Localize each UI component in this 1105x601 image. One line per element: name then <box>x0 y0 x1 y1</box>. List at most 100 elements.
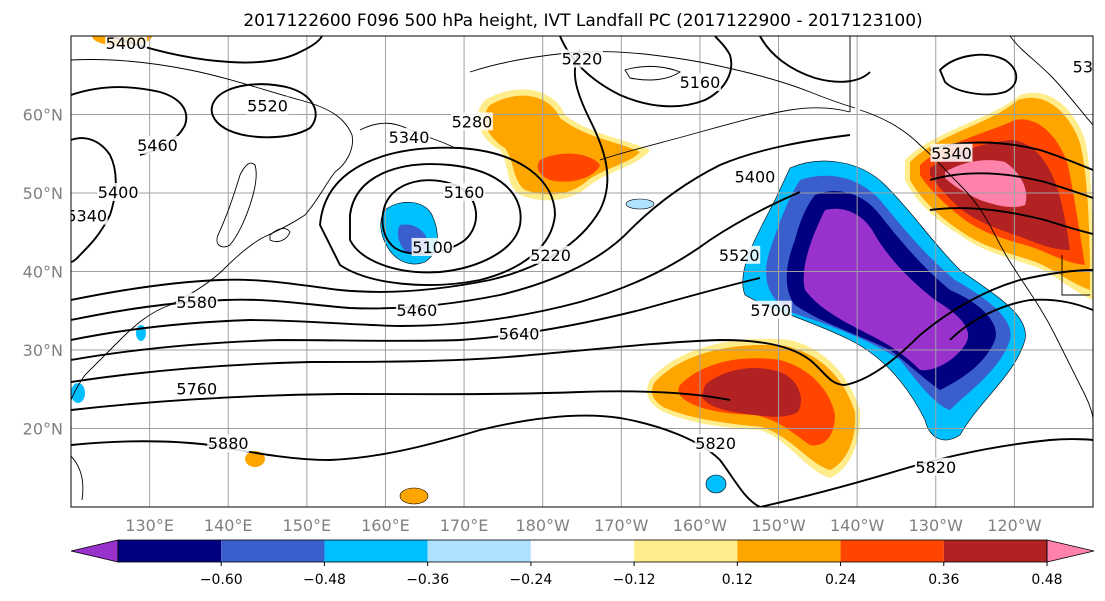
lon-tick-label: 130°E <box>125 516 174 535</box>
contour-label-bg <box>246 96 289 115</box>
contour-label-bg <box>97 183 140 201</box>
contour-label: 5640 <box>499 324 540 343</box>
map-border <box>70 35 1094 508</box>
colorbar-tick-label: −0.12 <box>613 572 656 588</box>
colorbar-swatch <box>634 540 738 562</box>
contour-label: 5700 <box>750 301 791 320</box>
ivt-small-region <box>399 487 429 505</box>
colorbar-extend-high <box>1046 539 1095 563</box>
lon-tick-label: 150°E <box>283 516 332 535</box>
lat-tick-label: 40°N <box>23 263 63 282</box>
lon-tick-label: 130°W <box>909 516 964 535</box>
contour-label-bg <box>529 245 572 264</box>
colorbar-swatch <box>118 540 222 562</box>
colorbar-tick-label: 0.12 <box>722 572 753 588</box>
ivt-positive-region <box>702 368 801 417</box>
colorbar-tick-label: −0.36 <box>406 572 449 588</box>
lon-tick-label: 140°W <box>830 516 885 535</box>
contour-label: 5880 <box>208 434 249 453</box>
contour-label-bg <box>914 457 957 476</box>
contour-label-bg <box>1072 57 1093 76</box>
lon-tick-label: 150°W <box>751 516 806 535</box>
colorbar-tick-label: 0.36 <box>928 572 959 588</box>
contour-label: 5340 <box>931 144 972 163</box>
ivt-positive-region <box>537 153 600 182</box>
contour-label-bg <box>498 324 541 343</box>
colorbar-tick-label: 0.24 <box>825 572 856 588</box>
contour-label-bg <box>207 434 250 453</box>
contour-label-bg <box>411 237 454 256</box>
colorbar-swatch <box>840 540 944 562</box>
contour-label-bg <box>718 245 761 264</box>
contour-label-bg <box>443 183 486 201</box>
contour-label: 5520 <box>247 97 288 116</box>
lon-tick-label: 160°W <box>673 516 728 535</box>
colorbar-tick-label: −0.24 <box>509 572 552 588</box>
contour-label-bg <box>749 300 792 319</box>
contour-label: 5220 <box>530 246 571 265</box>
contour-label: 5340 <box>389 128 430 147</box>
contour-label-bg <box>105 36 148 52</box>
colorbar-swatch <box>427 540 531 562</box>
contour-label: 5100 <box>412 238 453 257</box>
colorbar-tick-label: 0.48 <box>1031 572 1062 588</box>
axis-tick-labels: 130°E 140°E 150°E 160°E 170°E 180°W 170°W 160°W… <box>23 106 1042 536</box>
contour-label-bg <box>388 128 431 147</box>
contour-label-bg <box>733 167 776 186</box>
contour-label: 5160 <box>680 73 721 92</box>
contour-label-bg <box>694 434 737 453</box>
lon-tick-label: 120°W <box>987 516 1042 535</box>
colorbar-tick-label: −0.60 <box>200 572 243 588</box>
contour-label: 5760 <box>176 379 217 398</box>
contour-labels: 5400 5520 5460 5400 5340 5340 5280 5220 5160 5160… <box>66 34 1105 477</box>
contour-label: 5340 <box>1073 57 1105 76</box>
lat-tick-label: 30°N <box>23 341 63 360</box>
contour-label: 5280 <box>452 112 493 131</box>
contour-label: 5460 <box>137 136 178 155</box>
lat-tick-label: 60°N <box>23 106 63 125</box>
contour-label-bg <box>678 73 721 92</box>
contour-label: 5580 <box>176 293 217 312</box>
contour-label: 5520 <box>719 246 760 265</box>
contour-label-bg <box>561 49 603 68</box>
colorbar: −0.60 −0.48 −0.36 −0.24 −0.12 0.12 0.24 0.36 0.4… <box>70 539 1095 588</box>
ivt-small-region <box>705 474 727 494</box>
colorbar-swatch <box>943 540 1047 562</box>
ivt-positive-region <box>945 160 1027 208</box>
contour-label: 5460 <box>397 301 438 320</box>
colorbar-border <box>117 539 1048 563</box>
ivt-small-region <box>625 198 655 210</box>
contour-label-bg <box>175 379 218 398</box>
contour-label: 5400 <box>106 34 147 53</box>
gridlines <box>71 36 1093 507</box>
colorbar-swatch <box>530 540 635 562</box>
lon-tick-label: 160°E <box>361 516 410 535</box>
lon-tick-label: 180°W <box>516 516 571 535</box>
lon-tick-label: 170°W <box>594 516 649 535</box>
map-panel: 5400 5520 5460 5400 5340 5340 5280 5220 5160 5160… <box>23 34 1105 536</box>
contour-label-bg <box>175 292 218 311</box>
contour-label-bg <box>450 112 493 131</box>
ivt-small-region <box>245 451 265 467</box>
colorbar-swatch <box>221 540 325 562</box>
lon-tick-label: 140°E <box>204 516 253 535</box>
contour-label-bg <box>395 300 438 319</box>
contour-label: 5820 <box>915 458 956 477</box>
contour-label: 5820 <box>695 434 736 453</box>
colorbar-swatch <box>324 540 428 562</box>
contour-label: 5400 <box>98 183 139 202</box>
lat-tick-label: 50°N <box>23 184 63 203</box>
colorbar-extend-low <box>70 539 119 563</box>
contour-label-bg <box>136 135 179 154</box>
contour-label: 5400 <box>735 167 776 186</box>
contour-label: 5340 <box>66 207 107 226</box>
contour-label-bg <box>930 143 973 162</box>
figure-title: 2017122600 F096 500 hPa height, IVT Land… <box>243 11 922 31</box>
lat-tick-label: 20°N <box>23 420 63 439</box>
ivt-positive-region <box>484 95 640 195</box>
lon-tick-label: 170°E <box>440 516 489 535</box>
contour-label: 5220 <box>562 50 603 69</box>
colorbar-swatch <box>737 540 841 562</box>
colorbar-tick-label: −0.48 <box>303 572 346 588</box>
